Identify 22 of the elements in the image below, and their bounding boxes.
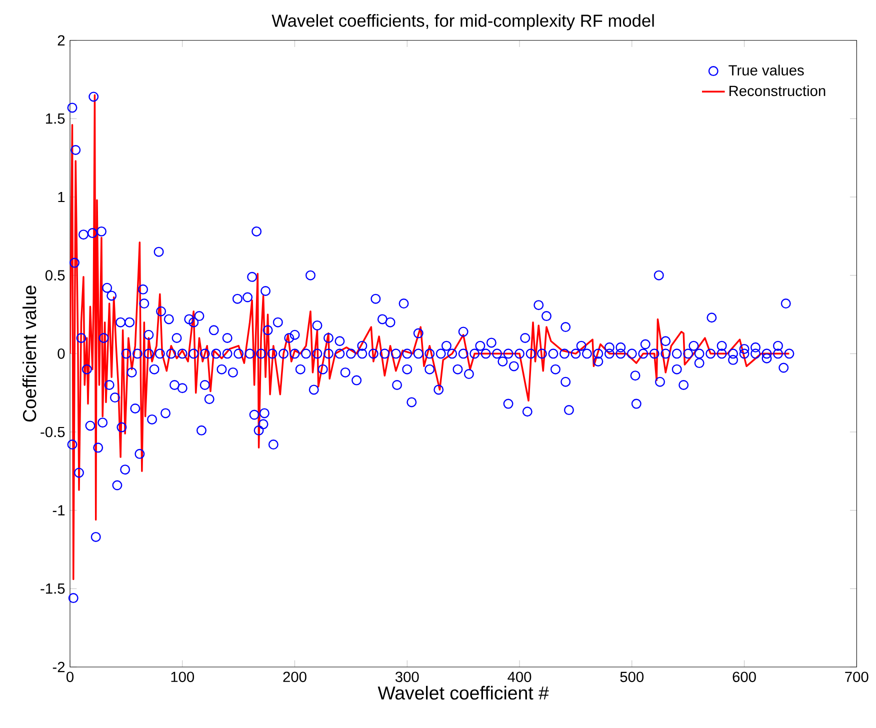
x-tick-label: 600 bbox=[732, 672, 756, 682]
x-tick-label: 700 bbox=[845, 672, 868, 682]
y-tick-label: 0 bbox=[58, 348, 65, 359]
y-tick-label: -1.5 bbox=[40, 584, 65, 594]
x-tick-label: 100 bbox=[171, 672, 194, 682]
y-axis-title: Coefficient value bbox=[22, 286, 36, 422]
x-tick-label: 0 bbox=[66, 672, 74, 682]
chart-title: Wavelet coefficients, for mid-complexity RF model bbox=[272, 14, 654, 30]
y-tick-label: 1 bbox=[58, 192, 65, 202]
y-tick-label: -2 bbox=[52, 662, 65, 672]
y-tick-label: -0.5 bbox=[40, 426, 65, 438]
x-axis-title: Wavelet coefficient # bbox=[378, 686, 549, 700]
x-tick-label: 200 bbox=[283, 672, 306, 682]
x-tick-label: 300 bbox=[395, 672, 419, 682]
y-tick-label: 2 bbox=[58, 35, 65, 46]
y-tick-label: -1 bbox=[52, 505, 65, 516]
x-tick-label: 500 bbox=[620, 672, 644, 682]
y-tick-label: 0.5 bbox=[45, 270, 65, 281]
legend-label: Reconstruction bbox=[730, 85, 826, 96]
y-tick-label: 1.5 bbox=[46, 114, 65, 124]
x-tick-label: 400 bbox=[508, 672, 532, 682]
legend-label: True values bbox=[728, 64, 804, 76]
